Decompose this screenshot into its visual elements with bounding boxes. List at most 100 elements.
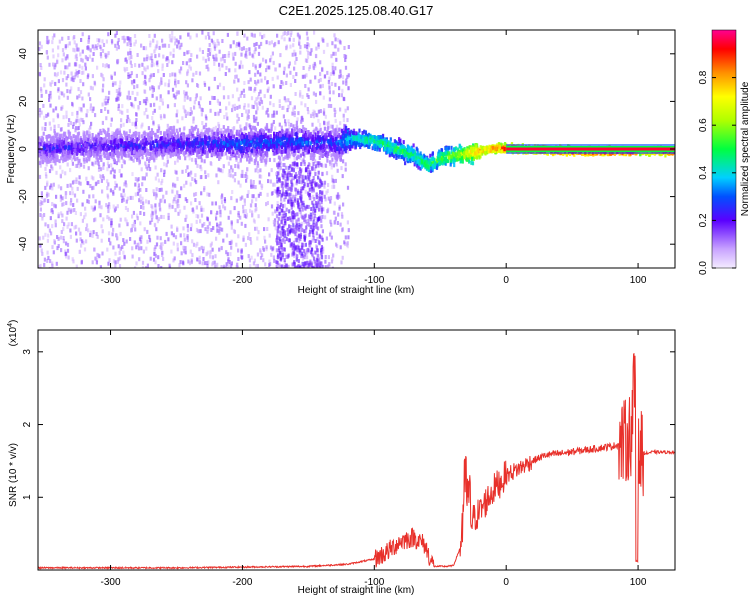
noise-cell xyxy=(62,236,65,240)
noise-cell xyxy=(212,126,215,131)
noise-cell xyxy=(127,72,130,77)
noise-cell xyxy=(290,178,293,183)
noise-cell xyxy=(321,83,324,88)
ridge-cell xyxy=(255,154,258,158)
noise-cell xyxy=(163,162,166,167)
noise-cell xyxy=(165,163,168,168)
noise-cell xyxy=(100,152,103,157)
noise-cell xyxy=(253,161,256,166)
noise-cell xyxy=(50,231,53,236)
noise-cell xyxy=(331,178,334,183)
noise-cell xyxy=(215,173,218,178)
noise-cell xyxy=(60,186,63,191)
noise-cell xyxy=(64,44,67,49)
ridge-cell xyxy=(144,137,148,142)
noise-cell xyxy=(176,190,179,195)
noise-cell xyxy=(289,192,292,197)
noise-cell xyxy=(219,108,222,113)
noise-cell xyxy=(79,231,82,236)
noise-cell xyxy=(254,203,257,208)
noise-cell xyxy=(75,53,78,58)
noise-cell xyxy=(266,107,269,112)
noise-cell xyxy=(259,168,262,173)
noise-cell xyxy=(331,124,334,129)
noise-cell xyxy=(233,206,236,211)
noise-cell xyxy=(91,233,94,238)
noise-cell xyxy=(330,161,333,166)
noise-cell xyxy=(41,214,44,219)
noise-cell xyxy=(139,211,142,215)
noise-cell xyxy=(273,222,276,227)
noise-cell xyxy=(314,239,317,243)
noise-cell xyxy=(309,51,312,56)
noise-cell xyxy=(281,181,284,186)
noise-cell xyxy=(175,113,178,118)
noise-cell xyxy=(318,239,321,244)
noise-cell xyxy=(66,248,70,253)
noise-cell xyxy=(157,255,160,260)
noise-cell xyxy=(243,103,246,108)
noise-cell xyxy=(333,220,336,225)
noise-cell xyxy=(271,191,274,195)
noise-cell xyxy=(47,233,50,238)
noise-cell xyxy=(137,246,141,251)
noise-cell xyxy=(218,62,221,67)
ridge-cell xyxy=(79,151,82,156)
noise-cell xyxy=(313,259,316,264)
noise-cell xyxy=(128,119,131,123)
noise-cell xyxy=(117,103,120,108)
noise-cell xyxy=(312,66,316,71)
noise-cell xyxy=(330,259,334,264)
noise-cell xyxy=(293,230,296,235)
noise-cell xyxy=(281,248,284,253)
noise-cell xyxy=(303,214,306,219)
noise-cell xyxy=(323,194,326,199)
noise-cell xyxy=(293,164,296,169)
noise-cell xyxy=(160,198,163,203)
noise-cell xyxy=(120,193,123,198)
noise-cell xyxy=(247,190,250,195)
noise-cell xyxy=(186,234,189,238)
noise-cell xyxy=(84,206,87,211)
noise-cell xyxy=(193,105,196,110)
noise-cell xyxy=(67,255,70,260)
noise-cell xyxy=(280,219,283,224)
noise-cell xyxy=(215,216,218,221)
noise-cell xyxy=(267,217,270,222)
noise-cell xyxy=(336,192,340,197)
noise-cell xyxy=(334,82,337,87)
noise-cell xyxy=(237,257,240,261)
noise-cell xyxy=(228,241,231,245)
noise-cell xyxy=(275,265,278,268)
noise-cell xyxy=(48,169,52,174)
noise-cell xyxy=(341,228,344,233)
noise-cell xyxy=(198,71,202,76)
noise-cell xyxy=(331,184,334,189)
noise-cell xyxy=(314,159,317,164)
noise-cell xyxy=(144,89,147,94)
noise-cell xyxy=(144,266,148,268)
noise-cell xyxy=(312,223,315,227)
ridge-cell xyxy=(138,156,141,161)
noise-cell xyxy=(81,49,84,54)
noise-cell xyxy=(320,218,323,223)
noise-cell xyxy=(78,69,81,74)
noise-cell xyxy=(298,202,301,207)
noise-cell xyxy=(171,31,174,35)
ridge-cell xyxy=(38,141,41,146)
noise-cell xyxy=(287,122,291,127)
noise-cell xyxy=(227,95,230,100)
noise-cell xyxy=(75,180,78,184)
noise-cell xyxy=(186,165,189,170)
noise-cell xyxy=(162,257,165,261)
noise-cell xyxy=(276,75,279,80)
noise-cell xyxy=(197,101,201,106)
ridge-cell xyxy=(312,129,315,134)
noise-cell xyxy=(272,255,275,260)
noise-cell xyxy=(238,46,242,51)
noise-cell xyxy=(81,239,84,244)
noise-cell xyxy=(112,204,115,209)
noise-cell xyxy=(321,237,324,242)
noise-cell xyxy=(154,165,157,170)
noise-cell xyxy=(221,56,224,61)
